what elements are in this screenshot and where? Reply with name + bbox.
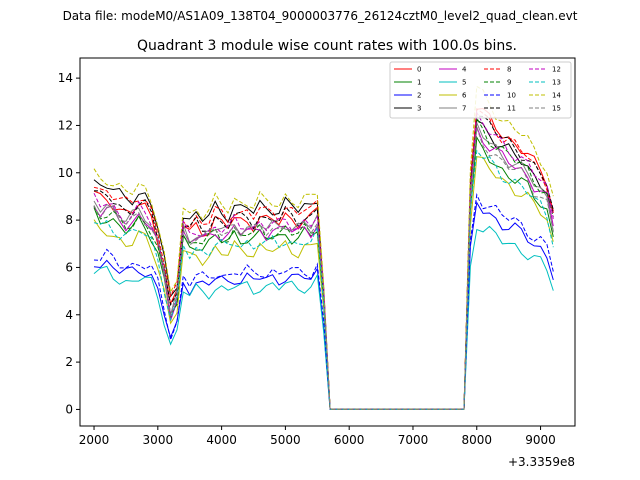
y-tick-label: 8 [65, 213, 73, 227]
series-line-14 [93, 85, 554, 410]
series-line-15 [93, 127, 554, 410]
legend-label-2: 2 [417, 92, 421, 100]
legend-label-0: 0 [417, 66, 421, 74]
series-line-13 [93, 149, 554, 410]
legend-label-3: 3 [417, 105, 421, 113]
legend-label-9: 9 [507, 79, 511, 87]
legend-label-15: 15 [552, 105, 561, 113]
x-tick-label: 9000 [525, 433, 556, 447]
plot-frame [79, 57, 576, 427]
series-line-11 [93, 115, 554, 410]
legend-box [389, 61, 572, 119]
legend-label-11: 11 [507, 105, 516, 113]
y-tick-label: 14 [58, 71, 73, 85]
legend-label-1: 1 [417, 79, 421, 87]
y-tick-label: 2 [65, 355, 73, 369]
series-line-9 [93, 116, 554, 410]
series-line-2 [93, 201, 554, 410]
y-axis: 0 2 4 6 8 10 12 14 [58, 71, 80, 416]
chart-title: Quadrant 3 module wise count rates with … [137, 38, 517, 54]
legend-label-14: 14 [552, 92, 561, 100]
y-tick-label: 0 [65, 402, 73, 416]
x-axis-offset-label: +3.3359e8 [508, 455, 575, 469]
legend-label-10: 10 [507, 92, 516, 100]
y-tick-label: 12 [58, 118, 73, 132]
series-line-6 [93, 156, 554, 410]
legend-label-6: 6 [462, 92, 467, 100]
x-tick-label: 7000 [398, 433, 429, 447]
legend-label-12: 12 [552, 66, 561, 74]
legend-label-7: 7 [462, 105, 466, 113]
x-tick-label: 2000 [79, 433, 110, 447]
x-tick-label: 8000 [461, 433, 492, 447]
series-line-8 [93, 107, 554, 410]
y-tick-label: 6 [65, 260, 73, 274]
series-line-1 [93, 135, 554, 410]
legend-label-4: 4 [462, 66, 467, 74]
x-axis: 2000 3000 4000 5000 6000 7000 8000 9000 [79, 426, 556, 447]
legend-label-8: 8 [507, 66, 511, 74]
series-line-3 [93, 119, 554, 410]
y-tick-label: 10 [58, 166, 73, 180]
figure-suptitle: Data file: modeM0/AS1A09_138T04_90000037… [63, 9, 578, 23]
x-tick-label: 4000 [206, 433, 237, 447]
legend-label-5: 5 [462, 79, 466, 87]
series-line-10 [93, 193, 554, 410]
x-tick-label: 3000 [143, 433, 174, 447]
legend-label-13: 13 [552, 79, 561, 87]
series-line-5 [93, 225, 554, 410]
y-tick-label: 4 [65, 308, 73, 322]
x-tick-label: 5000 [270, 433, 301, 447]
x-tick-label: 6000 [334, 433, 365, 447]
series-lines [93, 85, 554, 410]
